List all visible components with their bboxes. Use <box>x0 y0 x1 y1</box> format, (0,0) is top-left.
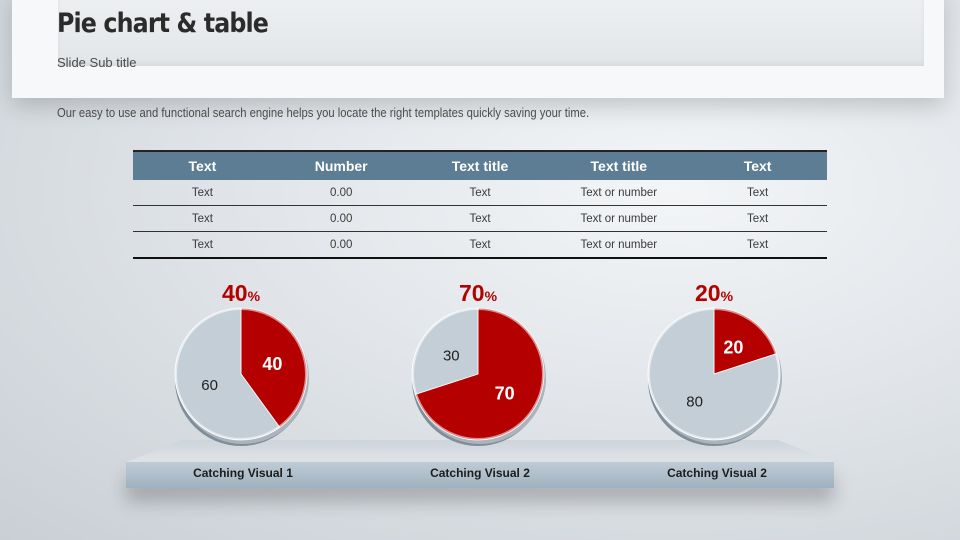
percent-value: 70 <box>458 280 485 306</box>
title-frame <box>12 0 944 98</box>
percent-label: 20% <box>644 280 784 307</box>
pie-rim <box>175 308 307 440</box>
table-header-row: Text Number Text title Text title Text <box>133 150 827 180</box>
percent-label: 40% <box>171 280 311 307</box>
table-header-cell: Text title <box>549 150 689 180</box>
caption-visual-1: Catching Visual 1 <box>193 466 293 480</box>
table-row: Text 0.00 Text Text or number Text <box>133 205 827 232</box>
pie-slice-label: 30 <box>443 348 460 365</box>
pie-slice-label: 70 <box>495 383 515 403</box>
table-cell: Text <box>410 205 550 232</box>
table-cell: 0.00 <box>271 205 411 232</box>
pie-slice-label: 60 <box>201 377 218 394</box>
table-row: Text 0.00 Text Text or number Text <box>133 180 827 206</box>
table-cell: 0.00 <box>271 231 411 259</box>
table-cell: Text <box>133 231 272 259</box>
table-cell: Text or number <box>549 180 689 206</box>
table-row: Text 0.00 Text Text or number Text <box>133 231 827 259</box>
data-table: Text Number Text title Text title Text T… <box>133 150 827 259</box>
table-header-cell: Text <box>688 150 827 180</box>
page-title: Pie chart & table <box>57 8 269 39</box>
pie-rim <box>412 308 544 440</box>
percent-label: 70% <box>408 280 548 307</box>
caption-visual-2: Catching Visual 2 <box>430 466 530 480</box>
percent-value: 40 <box>221 280 248 306</box>
pie-svg: 70 30 <box>411 307 546 446</box>
table-cell: Text <box>410 180 550 206</box>
percent-unit: % <box>484 288 498 304</box>
table-header-cell: Number <box>271 150 411 180</box>
pie-slice-label: 80 <box>686 394 703 411</box>
pedestal: Catching Visual 1 Catching Visual 2 Catc… <box>126 440 834 510</box>
pie-svg: 40 60 <box>174 307 309 446</box>
page-subtitle: Slide Sub title <box>57 55 137 70</box>
table-cell: Text or number <box>549 231 689 259</box>
pie-chart-1: 40% 40 60 <box>171 280 311 446</box>
pie-chart-3: 20% 20 80 <box>644 280 784 446</box>
table-cell: Text or number <box>549 205 689 232</box>
pie-slice-label: 20 <box>723 337 743 357</box>
percent-unit: % <box>247 288 261 304</box>
pie-slice-label: 40 <box>262 354 282 374</box>
table-header-cell: Text <box>133 150 272 180</box>
percent-value: 20 <box>694 280 721 306</box>
pedestal-front <box>126 462 834 488</box>
table-cell: 0.00 <box>271 180 411 206</box>
table-cell: Text <box>688 231 827 259</box>
pie-chart-2: 70% 70 30 <box>408 280 548 446</box>
caption-visual-3: Catching Visual 2 <box>667 466 767 480</box>
table-cell: Text <box>133 180 272 206</box>
table-cell: Text <box>688 205 827 232</box>
pie-rim <box>648 308 780 440</box>
description-text: Our easy to use and functional search en… <box>57 106 590 120</box>
table-header-cell: Text title <box>410 150 550 180</box>
pedestal-top <box>126 440 834 462</box>
title-panel <box>58 0 924 66</box>
percent-unit: % <box>720 288 734 304</box>
table-cell: Text <box>410 231 550 259</box>
table-cell: Text <box>688 180 827 206</box>
table-cell: Text <box>133 205 272 232</box>
